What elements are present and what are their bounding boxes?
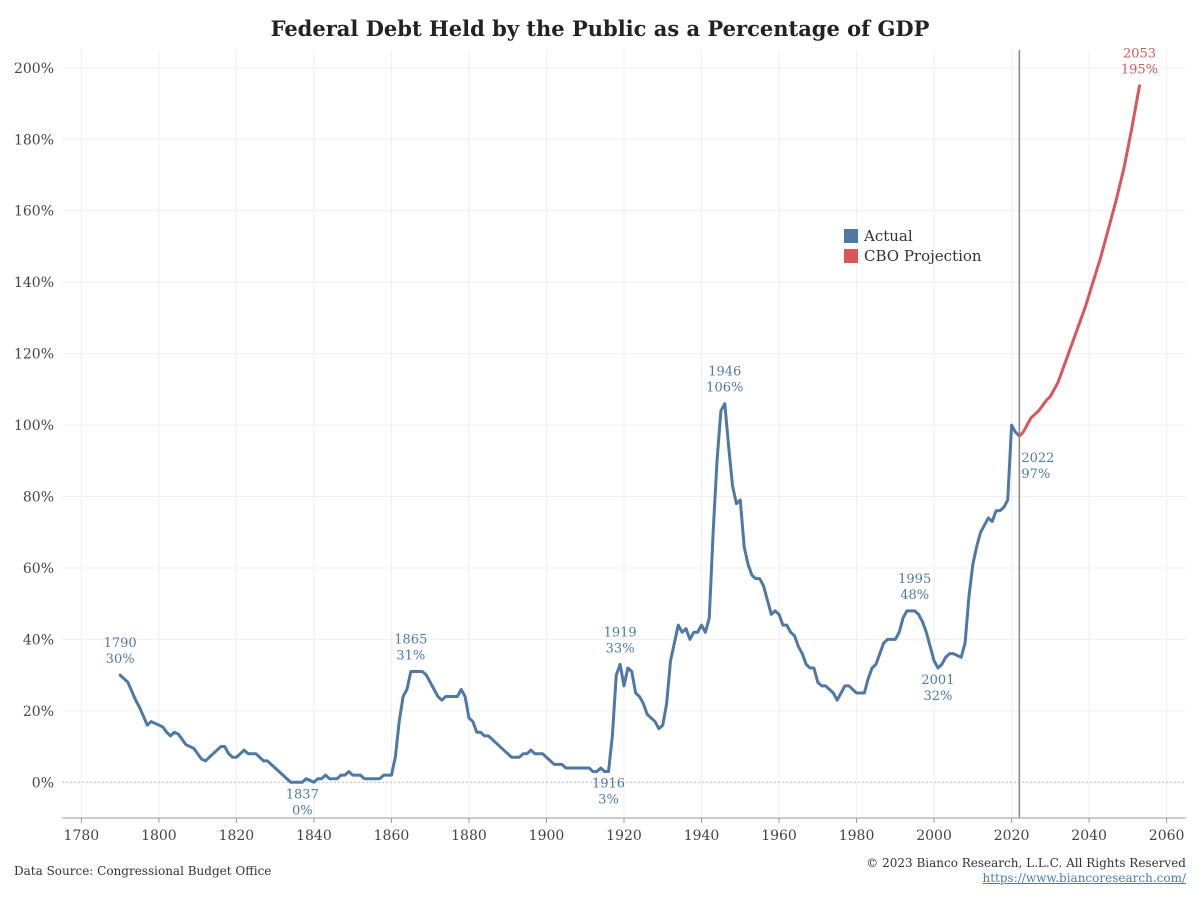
x-tick-label-1960: 1960 — [761, 828, 797, 844]
legend: Actual CBO Projection — [844, 226, 982, 266]
annotation-value-1837: 0% — [292, 803, 313, 818]
chart-title: Federal Debt Held by the Public as a Per… — [270, 16, 930, 41]
annotation-value-1995: 48% — [900, 588, 929, 603]
annotation-value-1919: 33% — [606, 641, 635, 656]
y-tick-label-140: 140% — [14, 275, 54, 291]
x-tick-label-1780: 1780 — [64, 828, 100, 844]
x-tick-label-2040: 2040 — [1071, 828, 1107, 844]
y-tick-label-100: 100% — [14, 418, 54, 434]
annotation-year-2001: 2001 — [921, 673, 954, 688]
x-tick-label-2020: 2020 — [994, 828, 1030, 844]
annotation-year-1865: 1865 — [394, 633, 427, 648]
y-tick-label-0: 0% — [32, 775, 54, 791]
annotation-year-2022: 2022 — [1021, 451, 1054, 466]
annotation-year-1995: 1995 — [898, 572, 931, 587]
y-tick-label-120: 120% — [14, 347, 54, 363]
footer-credits: © 2023 Bianco Research, L.L.C. All Right… — [866, 856, 1186, 886]
axis-layer: 1780 1800 1820 1840 1860 1880 1900 1920 1940 1960… — [14, 50, 1186, 844]
annotation-value-1916: 3% — [598, 793, 619, 808]
x-tick-label-1820: 1820 — [219, 828, 255, 844]
annotation-value-2053: 195% — [1121, 63, 1158, 78]
annotation-value-2022: 97% — [1021, 467, 1050, 482]
annotation-value-2001: 32% — [923, 689, 952, 704]
annotation-value-1790: 30% — [106, 652, 135, 667]
copyright-text: © 2023 Bianco Research, L.L.C. All Right… — [866, 856, 1186, 870]
website-link[interactable]: https://www.biancoresearch.com/ — [982, 871, 1186, 885]
x-tick-label-1880: 1880 — [451, 828, 487, 844]
x-tick-label-1980: 1980 — [839, 828, 875, 844]
x-tick-label-1920: 1920 — [606, 828, 642, 844]
grid-layer — [62, 50, 1186, 818]
annotation-year-1919: 1919 — [604, 625, 637, 640]
annotation-year-1837: 1837 — [286, 787, 319, 802]
legend-swatch-actual — [844, 229, 858, 243]
series-line-cbo-projection — [1017, 84, 1141, 438]
y-tick-label-200: 200% — [14, 61, 54, 77]
annotation-year-1946: 1946 — [708, 365, 741, 380]
legend-item-actual[interactable]: Actual — [844, 226, 982, 246]
annotation-year-2053: 2053 — [1123, 47, 1156, 62]
y-tick-label-20: 20% — [23, 704, 54, 720]
x-tick-label-1940: 1940 — [684, 828, 720, 844]
legend-label-cbo-projection: CBO Projection — [864, 247, 982, 265]
y-tick-label-60: 60% — [23, 561, 54, 577]
y-tick-label-40: 40% — [23, 632, 54, 648]
annotation-year-1790: 1790 — [104, 636, 137, 651]
data-source: Data Source: Congressional Budget Office — [14, 864, 272, 878]
y-tick-label-160: 160% — [14, 204, 54, 220]
y-tick-label-80: 80% — [23, 490, 54, 506]
x-tick-label-1900: 1900 — [529, 828, 565, 844]
series-line-actual — [118, 402, 1021, 784]
legend-item-cbo-projection[interactable]: CBO Projection — [844, 246, 982, 266]
x-tick-label-1840: 1840 — [296, 828, 332, 844]
series-layer — [118, 84, 1141, 784]
x-tick-label-2000: 2000 — [916, 828, 952, 844]
annotation-value-1865: 31% — [396, 649, 425, 664]
legend-label-actual: Actual — [864, 227, 913, 245]
x-tick-label-1800: 1800 — [141, 828, 177, 844]
x-tick-label-1860: 1860 — [374, 828, 410, 844]
annotation-year-1916: 1916 — [592, 777, 625, 792]
y-tick-label-180: 180% — [14, 132, 54, 148]
legend-swatch-cbo-projection — [844, 249, 858, 263]
annotation-value-1946: 106% — [706, 381, 743, 396]
x-tick-label-2060: 2060 — [1149, 828, 1185, 844]
